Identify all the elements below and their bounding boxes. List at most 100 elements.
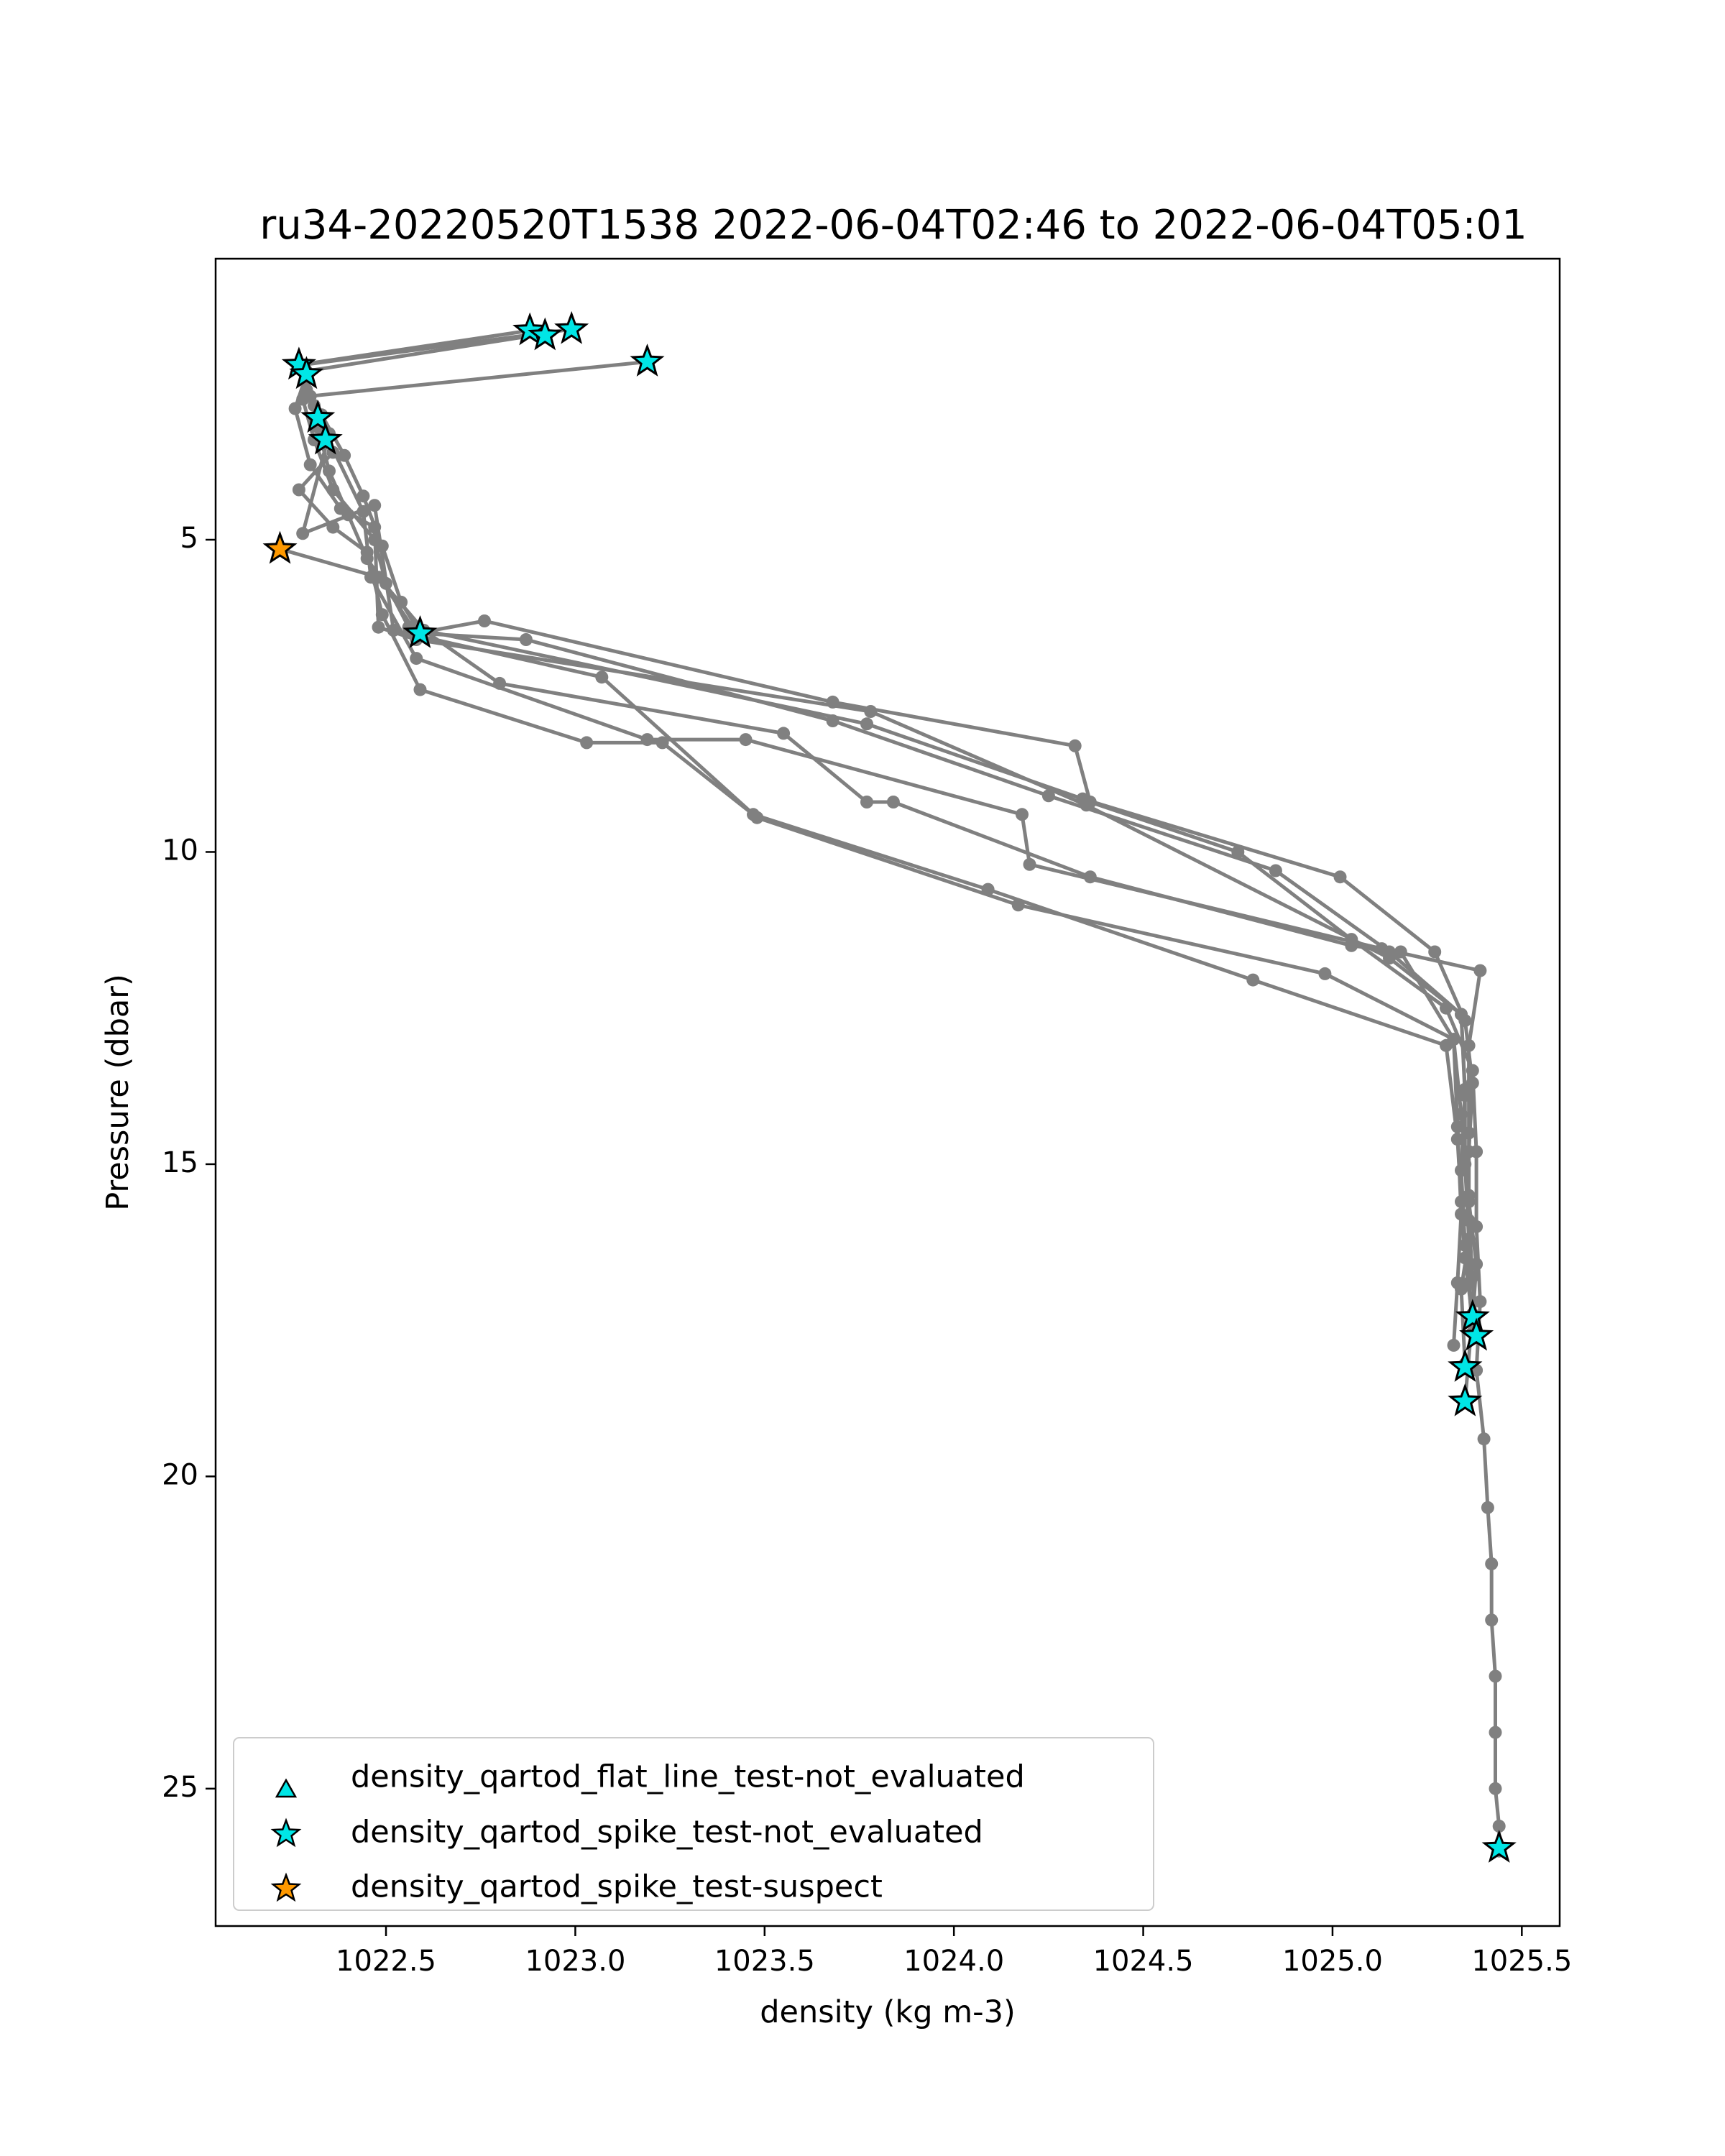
not-evaluated-star-marker (1481, 1830, 1517, 1863)
data-point (292, 483, 305, 497)
data-point (1023, 857, 1036, 871)
x-tick-label: 1022.5 (336, 1945, 436, 1978)
data-point (1318, 967, 1332, 980)
y-tick-label: 10 (162, 834, 198, 867)
data-point (1462, 1276, 1476, 1289)
data-point (1083, 870, 1097, 884)
data-point (1485, 1557, 1499, 1570)
data-point (1489, 1782, 1502, 1795)
data-point (1428, 945, 1442, 959)
series-line (300, 327, 1482, 1321)
data-point (387, 624, 400, 637)
data-point (1462, 1189, 1476, 1202)
data-point (1068, 739, 1082, 752)
data-point (303, 458, 317, 471)
data-point (360, 545, 374, 559)
data-point (338, 448, 351, 462)
series-4 (296, 323, 1487, 1327)
data-point (860, 717, 873, 731)
plot-frame (214, 257, 1561, 1927)
series-3 (296, 327, 1484, 1340)
not-evaluated-star-marker (1459, 1317, 1494, 1351)
data-point (739, 733, 753, 747)
data-point (1455, 1008, 1468, 1021)
legend: density_qartod_flat_line_test-not_evalua… (233, 1737, 1154, 1911)
data-point (1492, 1820, 1506, 1833)
data-point (580, 736, 594, 750)
star-marker-icon (270, 1818, 302, 1848)
data-point (656, 736, 669, 750)
legend-label: density_qartod_spike_test-not_evaluated (351, 1815, 983, 1851)
data-point (288, 402, 302, 415)
data-point (1041, 789, 1055, 803)
series-line (308, 359, 1501, 1851)
data-point (1450, 1133, 1464, 1146)
x-tick-label: 1024.5 (1093, 1945, 1194, 1978)
data-point (334, 502, 347, 515)
series-line (300, 331, 1478, 1333)
data-point (860, 796, 873, 808)
series-line (293, 373, 1471, 1365)
data-point (1489, 1669, 1502, 1683)
y-axis-label: Pressure (dbar) (100, 974, 136, 1210)
legend-box (233, 1737, 1154, 1911)
data-point (595, 671, 609, 684)
series-6 (273, 543, 1468, 1352)
not-evaluated-star-marker (300, 400, 336, 433)
x-axis-label: density (kg m-3) (760, 1994, 1016, 2030)
data-point (1383, 952, 1396, 965)
series-8 (296, 427, 1479, 1340)
not-evaluated-star-marker (1448, 1349, 1483, 1382)
data-point (1489, 1726, 1502, 1739)
data-point (864, 705, 878, 718)
y-tick-label: 20 (162, 1458, 198, 1491)
x-tick-label: 1025.0 (1282, 1945, 1383, 1978)
x-axis: 1022.5 1023.0 1023.5 1024.0 1024.5 1025.0 1025… (336, 1926, 1572, 1978)
legend-label: density_qartod_spike_test-suspect (351, 1869, 883, 1905)
data-point (519, 633, 533, 646)
data-point (1011, 898, 1025, 912)
series-7 (292, 446, 1479, 1327)
not-evaluated-star-marker (528, 317, 563, 351)
not-evaluated-star-marker (289, 356, 324, 390)
series-line (279, 547, 1463, 1346)
data-point (1473, 964, 1487, 977)
legend-entry-spike-suspect: density_qartod_spike_test-suspect (270, 1869, 883, 1905)
not-evaluated-star-marker (554, 310, 589, 344)
triangle-marker-icon (275, 1778, 298, 1798)
not-evaluated-star-marker (512, 312, 548, 346)
x-tick-label: 1023.5 (714, 1945, 815, 1978)
series-1 (303, 355, 1506, 1858)
y-tick-label: 15 (162, 1146, 198, 1179)
star-marker-icon (270, 1872, 302, 1902)
x-tick-label: 1023.0 (525, 1945, 625, 1978)
chart-title: ru34-20220520T1538 2022-06-04T02:46 to 2… (259, 202, 1527, 249)
y-axis: 5 10 15 20 25 (162, 522, 216, 1804)
series-5 (288, 367, 1476, 1370)
data-point (1447, 1338, 1460, 1352)
series-line (300, 433, 1475, 1333)
data-point (478, 614, 491, 627)
legend-entry-spike-not-evaluated: density_qartod_spike_test-not_evaluated (270, 1815, 983, 1851)
data-point (886, 796, 900, 808)
data-point (410, 652, 423, 665)
data-point (1473, 1295, 1487, 1309)
data-point (1016, 808, 1029, 821)
not-evaluated-star-marker (1448, 1383, 1483, 1416)
x-tick-label: 1025.5 (1471, 1945, 1572, 1978)
marker-layer (262, 310, 1517, 1863)
data-point (1485, 1613, 1499, 1627)
not-evaluated-star-marker (308, 421, 343, 455)
data-point (1333, 870, 1347, 884)
data-point (1458, 1089, 1472, 1102)
data-point (1477, 1432, 1491, 1446)
series-line (297, 328, 1475, 1402)
data-point (296, 527, 310, 540)
series-line (297, 451, 1475, 1321)
data-point (750, 811, 764, 824)
suspect-star-marker (262, 530, 298, 564)
data-point (413, 683, 427, 696)
x-tick-label: 1024.0 (903, 1945, 1004, 1978)
data-point (375, 608, 389, 622)
